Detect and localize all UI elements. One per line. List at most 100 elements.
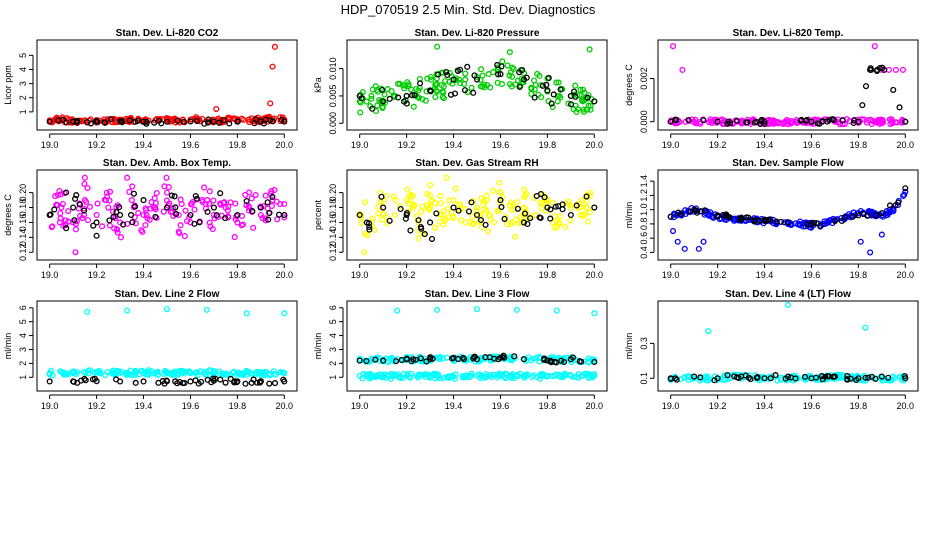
sample-point-reference — [672, 375, 679, 382]
sample-point-main — [96, 367, 103, 374]
y-tick-label: 0.14 — [18, 229, 28, 247]
sample-point-main — [583, 198, 590, 205]
sample-point-reference — [89, 376, 96, 383]
sample-point-main — [585, 370, 592, 377]
sample-point-reference — [163, 377, 170, 384]
sample-point-reference — [830, 116, 837, 123]
x-tick-label: 19.6 — [492, 140, 510, 150]
sample-point-upper — [530, 355, 537, 362]
x-tick-label: 20.0 — [897, 401, 915, 411]
sample-point-main — [372, 83, 379, 90]
sample-point-main — [562, 223, 569, 230]
sample-point-reference — [700, 117, 707, 124]
sample-point-main — [48, 223, 55, 231]
sample-point-main — [697, 120, 704, 127]
sample-point-reference — [537, 214, 544, 222]
data-point-main — [128, 197, 135, 204]
sample-point-main — [432, 93, 439, 101]
sample-point-main — [554, 98, 561, 105]
sample-point-reference — [844, 373, 851, 380]
sample-point-main — [139, 228, 146, 235]
sample-point-main — [232, 200, 239, 207]
sample-point-main — [496, 370, 503, 377]
sample-point-reference — [756, 217, 763, 224]
sample-point-main — [478, 66, 485, 73]
sample-point-main — [400, 370, 407, 377]
y-tick-label: 0.005 — [328, 85, 338, 108]
sample-point-reference — [242, 380, 249, 387]
sample-point-main — [358, 219, 365, 227]
y-tick-label: 2 — [328, 361, 338, 366]
data-point-outliers — [434, 43, 441, 50]
sample-point-reference — [851, 117, 858, 124]
data-point-main — [415, 219, 422, 226]
sample-point-reference — [158, 120, 165, 127]
sample-point-reference — [797, 117, 804, 124]
sample-point-reference — [685, 117, 692, 124]
sample-point-reference — [745, 214, 752, 221]
data-point-outliers — [857, 238, 864, 245]
sample-point-main — [567, 217, 574, 224]
sample-point-main — [426, 373, 433, 380]
sample-point-reference — [393, 358, 400, 365]
y-tick-label: 1 — [18, 375, 28, 380]
sample-point-main — [440, 95, 447, 102]
x-tick-label: 19.4 — [135, 140, 153, 150]
sample-point-main — [444, 205, 451, 212]
sample-point-main — [375, 203, 382, 210]
sample-point-reference — [541, 194, 548, 201]
sample-point-reference — [204, 208, 211, 215]
sample-point-main — [359, 89, 366, 96]
data-point-reference — [187, 211, 194, 219]
sample-point-reference — [63, 189, 70, 196]
sample-point-reference — [501, 215, 508, 222]
sample-point-main — [252, 192, 259, 199]
sample-point-reference — [550, 91, 557, 98]
sample-point-main — [245, 189, 253, 196]
sample-point-reference — [73, 119, 80, 126]
x-tick-label: 19.4 — [135, 270, 153, 280]
data-point-outliers — [72, 249, 79, 256]
y-tick-label: 2 — [18, 361, 28, 366]
sample-point-reference — [451, 90, 459, 97]
y-tick-label: 2 — [18, 95, 28, 100]
sample-point-main — [898, 119, 905, 126]
sample-point-reference — [813, 374, 820, 381]
sample-point-main — [85, 367, 92, 374]
data-point-reference — [403, 92, 410, 99]
sample-point-main — [368, 95, 375, 102]
sample-point-main — [84, 217, 92, 224]
sample-point-reference — [758, 118, 765, 125]
sample-point-main — [521, 372, 529, 379]
sample-point-reference — [93, 118, 100, 125]
sample-point-reference — [714, 213, 721, 220]
sample-point-reference — [853, 376, 860, 384]
sample-point-main — [262, 215, 269, 222]
sample-point-main — [164, 115, 171, 122]
sample-point-main — [409, 192, 416, 199]
sample-point-reference — [234, 118, 241, 125]
panel-title: Stan. Dev. Li-820 Temp. — [733, 28, 844, 39]
x-tick-label: 19.6 — [182, 401, 200, 411]
y-tick-label: 0.16 — [328, 214, 338, 232]
x-tick-label: 19.4 — [445, 401, 463, 411]
sample-point-reference — [366, 226, 373, 233]
sample-point-reference — [366, 223, 373, 231]
sample-point-reference — [107, 116, 114, 123]
sample-point-main — [46, 371, 53, 378]
sample-point-reference — [168, 192, 175, 199]
sample-point-main — [494, 79, 501, 86]
sample-point-main — [440, 221, 447, 228]
sample-point-reference — [733, 117, 740, 124]
sample-point-main — [281, 369, 288, 376]
series-points — [46, 306, 288, 387]
sample-point-main — [415, 235, 422, 242]
sample-point-reference — [711, 377, 718, 384]
sample-point-reference — [363, 357, 370, 365]
sample-point-reference — [454, 67, 462, 75]
data-point-outliers — [681, 245, 688, 252]
sample-point-main — [528, 90, 535, 97]
sample-point-main — [129, 183, 136, 190]
sample-point-reference — [498, 63, 505, 70]
